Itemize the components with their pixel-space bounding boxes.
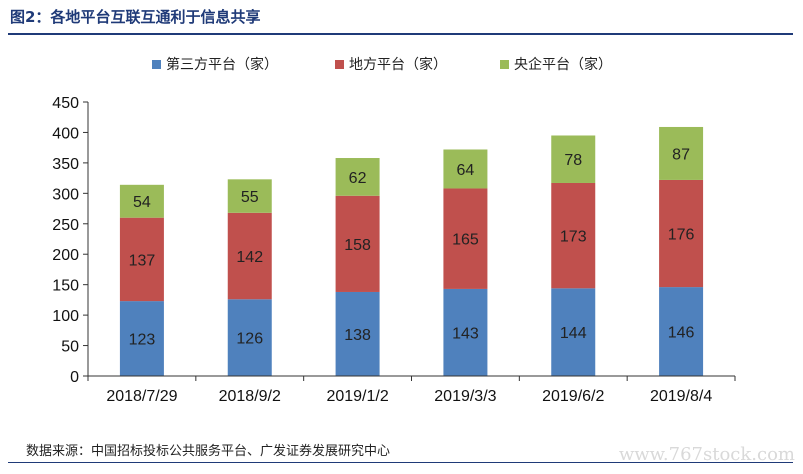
- bar-segment: [119, 184, 164, 218]
- data-label: 144: [560, 325, 587, 342]
- x-tick-label: 2018/7/29: [106, 388, 177, 405]
- bar-segment: [551, 135, 596, 183]
- bar-segment: [227, 299, 272, 376]
- legend-swatch: [152, 60, 161, 69]
- stacked-bar-chart: 第三方平台（家） 地方平台（家） 央企平台（家） 0 50 100 150 200 250 30…: [52, 56, 736, 405]
- y-tick-label: 100: [52, 308, 79, 325]
- y-axis: 0 50 100 150 200 250 300 350 400 450: [52, 95, 89, 386]
- y-tick-label: 50: [61, 339, 79, 356]
- bar-segment: [335, 195, 380, 292]
- bar-segment: [443, 188, 488, 289]
- data-label: 123: [129, 332, 156, 349]
- data-label: 143: [452, 325, 479, 342]
- data-label: 158: [344, 237, 371, 254]
- y-tick-label: 400: [52, 125, 79, 142]
- y-tick-label: 350: [52, 156, 79, 173]
- bar-segment: [443, 288, 488, 376]
- bar-segment: [335, 158, 380, 196]
- y-tick-label: 0: [70, 369, 79, 386]
- x-tick-label: 2019/8/4: [650, 388, 712, 405]
- x-tick-label: 2019/3/3: [434, 388, 496, 405]
- x-tick-label: 2018/9/2: [219, 388, 281, 405]
- bars: 123 137 54 126 142 55 138 158 62 143 165 64 144 173 78…: [119, 126, 704, 376]
- data-label: 64: [457, 162, 475, 179]
- watermark: www.767stock.com: [618, 444, 795, 465]
- data-label: 137: [129, 252, 156, 269]
- x-tick-label: 2019/1/2: [326, 388, 388, 405]
- bar-segment: [659, 287, 704, 376]
- bar-segment: [227, 179, 272, 213]
- legend-label: 地方平台（家）: [349, 56, 447, 73]
- data-label: 55: [241, 189, 259, 206]
- legend: 第三方平台（家） 地方平台（家） 央企平台（家）: [152, 56, 612, 73]
- data-label: 62: [349, 170, 367, 187]
- bar-segment: [335, 291, 380, 376]
- bar-segment: [551, 182, 596, 289]
- data-label: 142: [236, 249, 263, 266]
- data-source-note: 数据来源：中国招标投标公共服务平台、广发证券发展研究中心: [26, 444, 391, 459]
- data-label: 54: [133, 194, 151, 211]
- figure-title: 图2：各地平台互联互通利于信息共享: [10, 8, 261, 26]
- bar-segment: [659, 126, 704, 180]
- y-tick-label: 450: [52, 95, 79, 112]
- bottom-divider: [8, 462, 793, 463]
- legend-label: 第三方平台（家）: [166, 56, 278, 73]
- title-divider: [8, 33, 793, 35]
- y-tick-label: 150: [52, 278, 79, 295]
- legend-swatch: [500, 60, 509, 69]
- x-axis: 2018/7/29 2018/9/2 2019/1/2 2019/3/3 2019/6/…: [87, 375, 736, 405]
- y-tick-label: 300: [52, 186, 79, 203]
- data-label: 87: [672, 146, 690, 163]
- y-tick-label: 250: [52, 217, 79, 234]
- bar-segment: [227, 212, 272, 300]
- bar-segment: [443, 149, 488, 189]
- data-label: 138: [344, 327, 371, 344]
- y-tick-label: 200: [52, 247, 79, 264]
- legend-label: 央企平台（家）: [514, 56, 612, 73]
- data-label: 146: [668, 325, 695, 342]
- data-label: 126: [236, 331, 263, 348]
- bar-segment: [659, 179, 704, 288]
- data-label: 78: [564, 152, 582, 169]
- x-tick-label: 2019/6/2: [542, 388, 604, 405]
- legend-swatch: [335, 60, 344, 69]
- bar-segment: [551, 288, 596, 376]
- data-label: 176: [668, 227, 695, 244]
- bar-segment: [119, 217, 164, 302]
- bar-segment: [119, 301, 164, 376]
- data-label: 165: [452, 232, 479, 249]
- data-label: 173: [560, 229, 587, 246]
